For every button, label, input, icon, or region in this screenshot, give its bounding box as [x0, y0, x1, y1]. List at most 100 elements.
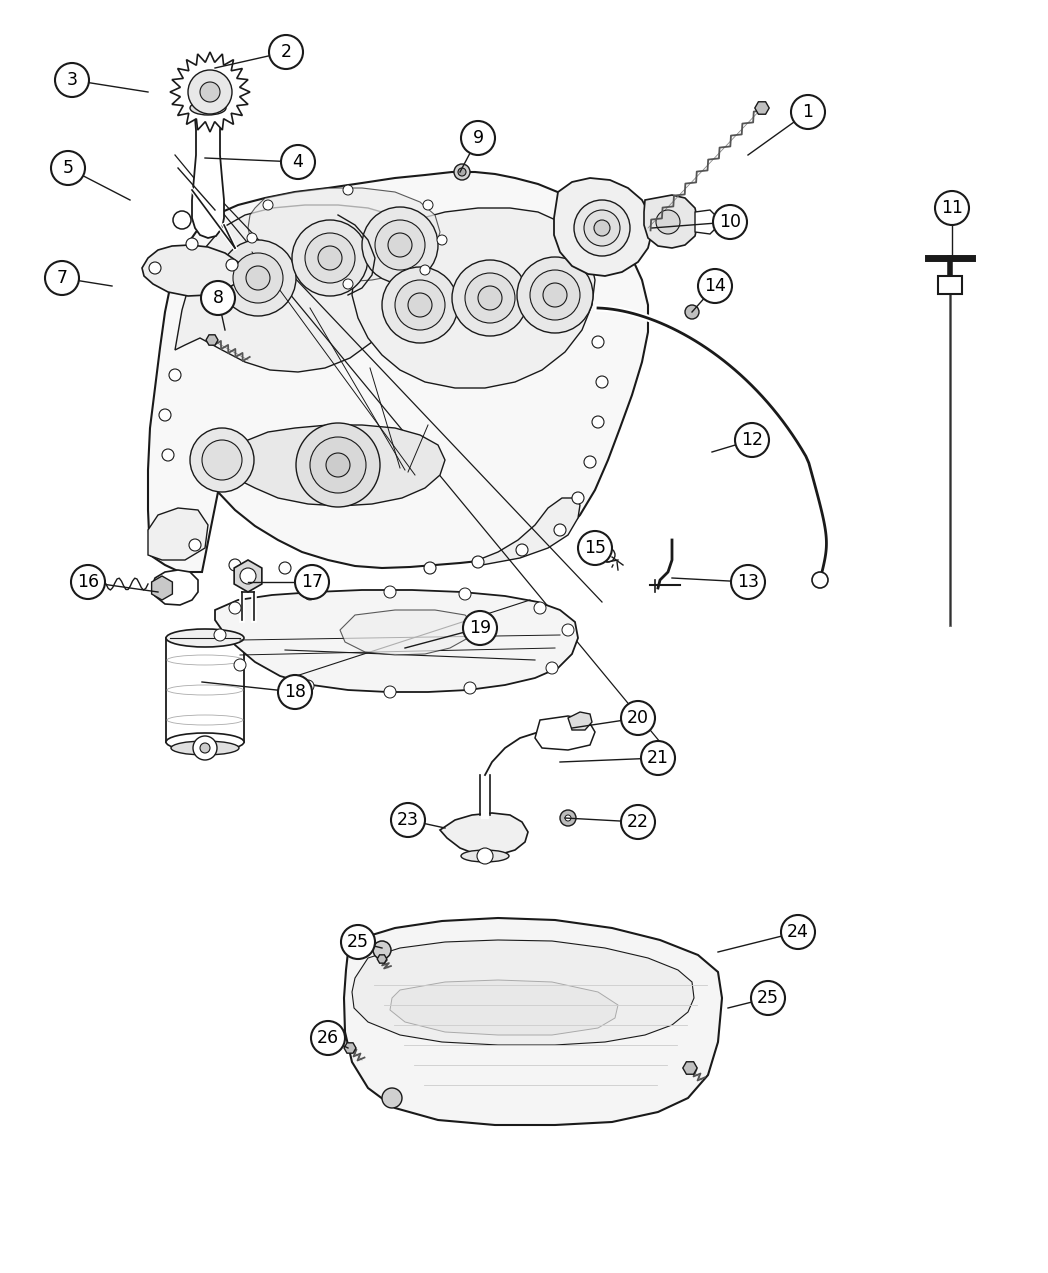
Polygon shape [683, 1062, 697, 1074]
Circle shape [534, 602, 546, 614]
Circle shape [543, 283, 567, 307]
Text: 13: 13 [737, 573, 759, 591]
Circle shape [71, 565, 105, 600]
Circle shape [391, 803, 425, 838]
Circle shape [305, 233, 355, 283]
Text: 19: 19 [468, 619, 492, 636]
Circle shape [464, 682, 476, 694]
Text: 5: 5 [63, 159, 73, 177]
Polygon shape [206, 335, 218, 345]
Circle shape [373, 941, 391, 959]
Text: 11: 11 [941, 199, 963, 216]
Text: 7: 7 [57, 269, 67, 286]
Polygon shape [568, 712, 592, 729]
Circle shape [562, 624, 574, 636]
Text: 16: 16 [77, 573, 100, 591]
Circle shape [230, 559, 241, 572]
Circle shape [200, 81, 220, 102]
Polygon shape [234, 560, 262, 592]
Circle shape [54, 62, 89, 97]
Circle shape [424, 561, 436, 574]
Circle shape [269, 34, 303, 69]
Text: 2: 2 [281, 43, 291, 61]
Circle shape [162, 449, 174, 461]
Circle shape [188, 70, 232, 115]
Polygon shape [352, 939, 694, 1045]
Circle shape [296, 423, 380, 507]
Polygon shape [478, 498, 580, 565]
Circle shape [311, 1021, 345, 1055]
Circle shape [572, 491, 584, 504]
Circle shape [584, 456, 596, 468]
Polygon shape [225, 425, 445, 505]
Text: 1: 1 [803, 103, 813, 121]
Circle shape [234, 659, 246, 671]
Circle shape [459, 588, 471, 600]
Ellipse shape [166, 733, 244, 751]
Circle shape [201, 281, 235, 314]
Ellipse shape [171, 741, 239, 755]
Polygon shape [534, 715, 595, 750]
Polygon shape [152, 575, 172, 600]
Circle shape [594, 220, 610, 236]
Circle shape [384, 686, 396, 698]
Circle shape [592, 336, 604, 348]
Circle shape [465, 272, 515, 323]
Circle shape [200, 743, 210, 754]
Polygon shape [215, 589, 578, 693]
Circle shape [554, 524, 566, 536]
Circle shape [185, 238, 198, 250]
Text: 4: 4 [292, 153, 304, 171]
Circle shape [685, 306, 699, 320]
Text: 26: 26 [316, 1029, 340, 1046]
Polygon shape [695, 210, 716, 234]
Circle shape [51, 151, 85, 185]
Ellipse shape [166, 629, 244, 647]
Circle shape [240, 568, 256, 584]
Circle shape [263, 200, 272, 210]
Text: 10: 10 [719, 213, 741, 230]
Circle shape [341, 925, 375, 959]
Circle shape [698, 269, 732, 303]
Circle shape [226, 258, 238, 271]
Text: 8: 8 [213, 289, 223, 307]
Circle shape [310, 437, 366, 493]
Circle shape [202, 440, 242, 480]
Polygon shape [352, 207, 595, 388]
Circle shape [302, 680, 314, 693]
Circle shape [230, 602, 241, 614]
Text: 18: 18 [284, 684, 306, 701]
Text: 12: 12 [741, 432, 763, 449]
Text: 23: 23 [397, 811, 419, 829]
Polygon shape [390, 980, 618, 1035]
Polygon shape [248, 188, 440, 283]
Circle shape [791, 95, 825, 129]
Circle shape [375, 220, 425, 270]
Circle shape [516, 544, 528, 556]
Circle shape [781, 915, 815, 948]
Text: 24: 24 [787, 923, 809, 941]
Circle shape [149, 262, 161, 274]
Circle shape [383, 267, 458, 342]
Circle shape [173, 211, 191, 229]
Circle shape [592, 416, 604, 428]
Text: 22: 22 [627, 813, 649, 831]
Ellipse shape [190, 101, 226, 115]
Circle shape [751, 981, 785, 1015]
Bar [938, 276, 962, 294]
Circle shape [596, 376, 608, 388]
Bar [166, 638, 244, 742]
Circle shape [477, 848, 493, 864]
Circle shape [437, 236, 447, 244]
Polygon shape [152, 570, 198, 605]
Circle shape [214, 629, 226, 642]
Circle shape [362, 207, 438, 283]
Circle shape [423, 200, 433, 210]
Polygon shape [344, 1043, 356, 1053]
Circle shape [584, 210, 620, 246]
Ellipse shape [461, 850, 509, 862]
Circle shape [546, 662, 558, 673]
Circle shape [233, 253, 283, 303]
Circle shape [278, 675, 312, 709]
Circle shape [383, 1088, 402, 1108]
